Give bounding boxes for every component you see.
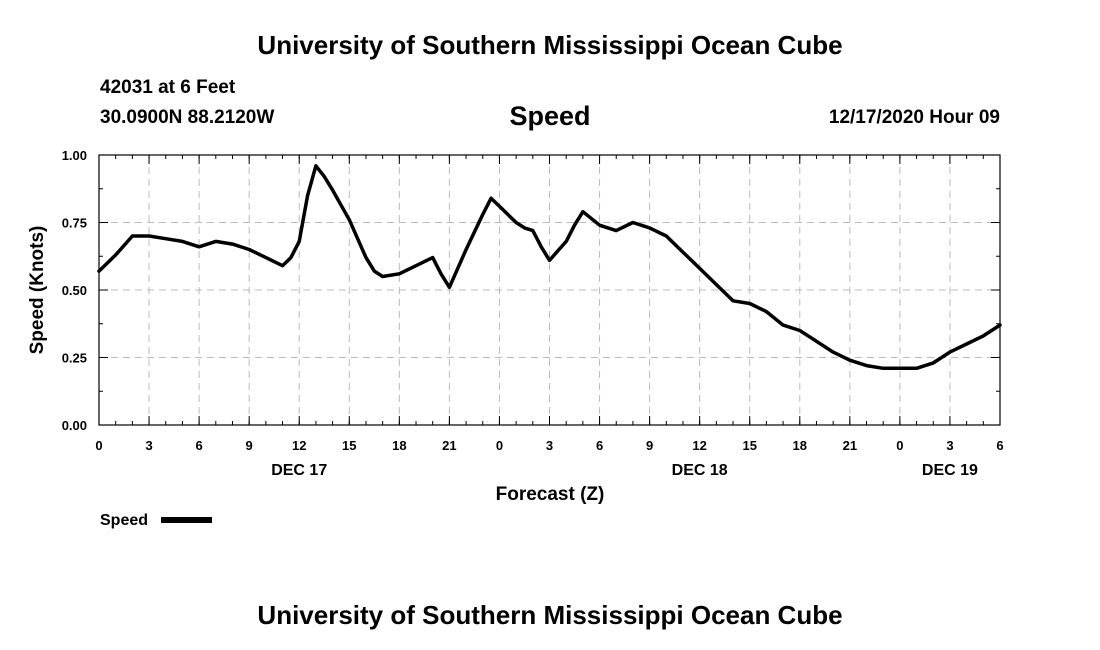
timestamp-label: 12/17/2020 Hour 09 — [828, 107, 1000, 128]
station-label: 42031 at 6 Feet — [100, 77, 236, 98]
tick-labels: 0 3 6 9 12 15 18 21 0 3 6 9 12 15 18 21 0 3 6 0.00 0.25 0.50 0… — [62, 148, 1004, 479]
y-tick-label: 0.25 — [62, 351, 87, 366]
x-tick-label: 0 — [496, 438, 503, 453]
legend-label: Speed — [100, 512, 148, 529]
x-tick-label: 18 — [793, 438, 807, 453]
x-axis-label: Forecast (Z) — [496, 484, 605, 505]
x-tick-label: 9 — [646, 438, 653, 453]
date-label: DEC 17 — [271, 462, 327, 479]
y-tick-label: 0.00 — [62, 418, 87, 433]
x-tick-label: 15 — [742, 438, 756, 453]
x-tick-label: 6 — [596, 438, 603, 453]
x-tick-label: 6 — [195, 438, 202, 453]
bottom-title: University of Southern Mississippi Ocean… — [257, 600, 843, 630]
grid-lines — [99, 155, 1000, 425]
x-tick-label: 18 — [392, 438, 406, 453]
x-tick-label: 9 — [246, 438, 253, 453]
x-tick-label: 6 — [996, 438, 1003, 453]
axis-ticks — [98, 154, 1001, 426]
top-title: University of Southern Mississippi Ocean… — [257, 30, 843, 60]
y-tick-label: 1.00 — [62, 148, 87, 163]
y-tick-label: 0.75 — [62, 216, 87, 231]
x-tick-label: 15 — [342, 438, 356, 453]
chart-title: Speed — [509, 101, 591, 131]
location-label: 30.0900N 88.2120W — [100, 107, 275, 128]
x-tick-label: 3 — [546, 438, 553, 453]
x-tick-label: 3 — [145, 438, 152, 453]
x-tick-label: 0 — [896, 438, 903, 453]
x-tick-label: 21 — [843, 438, 857, 453]
x-tick-label: 3 — [946, 438, 953, 453]
x-tick-label: 21 — [442, 438, 456, 453]
date-label: DEC 19 — [922, 462, 978, 479]
x-tick-label: 0 — [95, 438, 102, 453]
x-tick-label: 12 — [292, 438, 306, 453]
x-tick-label: 12 — [692, 438, 706, 453]
y-axis-label: Speed (Knots) — [27, 226, 48, 355]
date-label: DEC 18 — [672, 462, 728, 479]
speed-series-line — [97, 164, 1002, 371]
y-tick-label: 0.50 — [62, 283, 87, 298]
